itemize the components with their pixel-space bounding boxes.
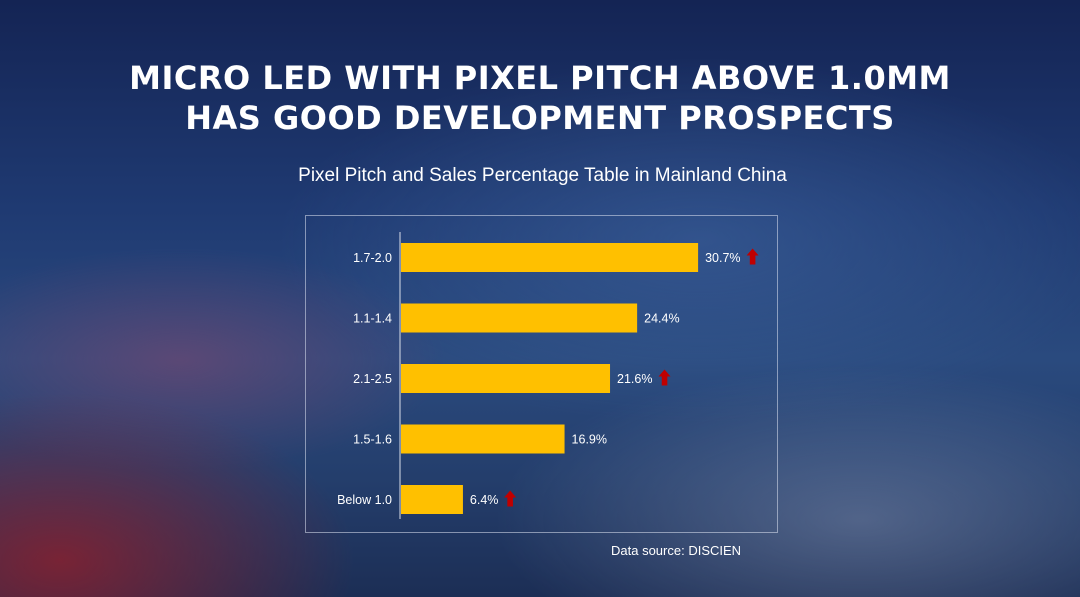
bar-2 — [401, 364, 611, 393]
chart-frame — [305, 215, 778, 533]
value-label-2: 21.6% — [617, 372, 652, 386]
value-label-4: 6.4% — [470, 493, 499, 507]
category-label-3: 1.5-1.6 — [353, 433, 392, 447]
title-line-2: HAS GOOD DEVELOPMENT PROSPECTS — [185, 99, 895, 137]
chart-title: MICRO LED WITH PIXEL PITCH ABOVE 1.0MM H… — [0, 58, 1080, 138]
category-label-1: 1.1-1.4 — [353, 312, 392, 326]
bar-0 — [401, 243, 699, 272]
chart-subtitle: Pixel Pitch and Sales Percentage Table i… — [298, 165, 787, 186]
value-label-3: 16.9% — [572, 433, 607, 447]
up-arrow-icon-4 — [504, 490, 517, 507]
category-label-2: 2.1-2.5 — [353, 372, 392, 386]
bar-1 — [401, 303, 638, 333]
data-source-note: Data source: DISCIEN — [611, 543, 742, 558]
value-label-0: 30.7% — [705, 251, 740, 265]
bar-4 — [401, 485, 463, 514]
up-arrow-icon-2 — [658, 369, 671, 386]
category-label-4: Below 1.0 — [337, 493, 392, 507]
value-label-1: 24.4% — [644, 312, 679, 326]
title-line-1: MICRO LED WITH PIXEL PITCH ABOVE 1.0MM — [129, 59, 951, 97]
bar-3 — [401, 424, 565, 454]
category-label-0: 1.7-2.0 — [353, 251, 392, 265]
up-arrow-icon-0 — [746, 248, 759, 265]
